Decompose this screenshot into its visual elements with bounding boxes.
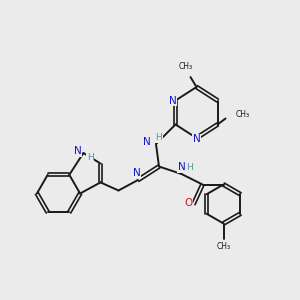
Text: H: H: [156, 134, 162, 142]
Text: CH₃: CH₃: [179, 61, 193, 70]
Text: N: N: [143, 137, 151, 147]
Text: N: N: [193, 134, 200, 145]
Text: H: H: [187, 164, 193, 172]
Text: O: O: [184, 198, 192, 208]
Text: N: N: [74, 146, 82, 156]
Text: CH₃: CH₃: [236, 110, 250, 118]
Text: H: H: [87, 153, 93, 162]
Text: N: N: [178, 162, 185, 172]
Text: CH₃: CH₃: [216, 242, 231, 251]
Text: N: N: [169, 95, 176, 106]
Text: N: N: [133, 168, 140, 178]
